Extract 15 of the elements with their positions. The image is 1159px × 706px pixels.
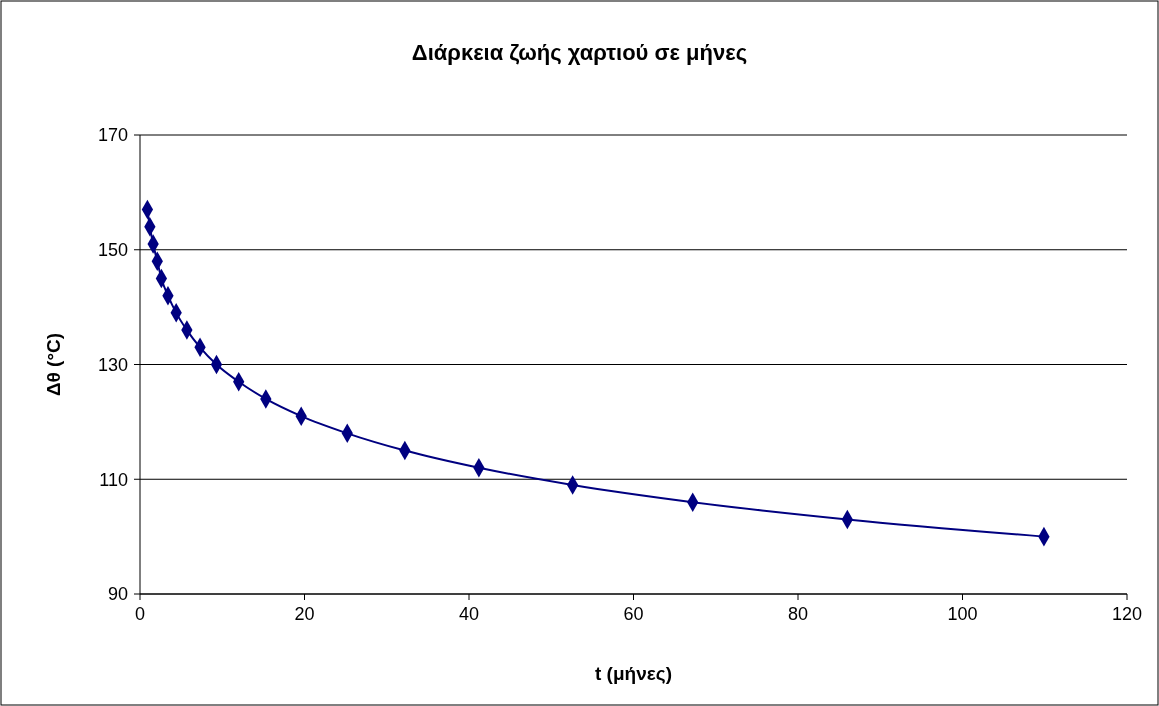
y-tick-label: 150 — [97, 240, 128, 261]
y-tick-label: 170 — [97, 125, 128, 146]
y-tick-label: 130 — [97, 354, 128, 375]
chart-title: Διάρκεια ζωής χαρτιού σε μήνες — [411, 40, 748, 65]
x-axis-title: t (μήνες) — [595, 663, 672, 684]
x-tick-label: 0 — [134, 604, 146, 624]
y-tick-label: 90 — [107, 584, 128, 605]
y-axis-title: Δθ (°C) — [43, 332, 64, 397]
x-tick-label: 60 — [623, 604, 644, 624]
y-tick-label: 110 — [99, 469, 128, 490]
x-tick-label: 120 — [1111, 604, 1143, 624]
x-tick-label: 20 — [294, 604, 315, 624]
x-tick-label: 80 — [787, 604, 809, 624]
x-tick-label: 40 — [458, 604, 480, 624]
x-tick-label: 100 — [947, 604, 978, 624]
